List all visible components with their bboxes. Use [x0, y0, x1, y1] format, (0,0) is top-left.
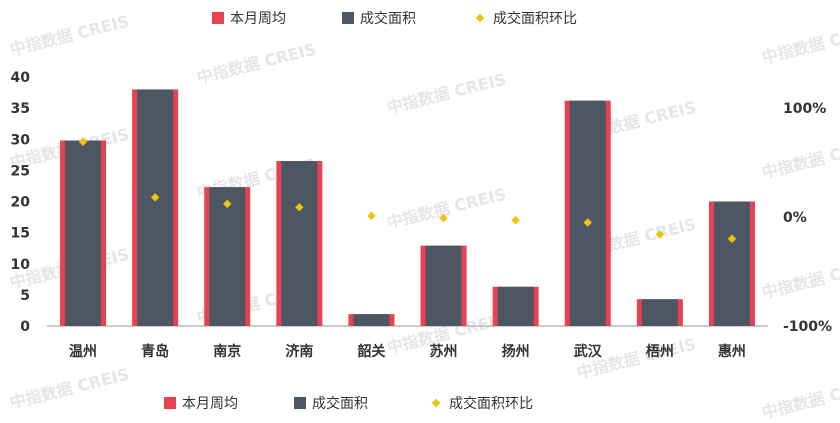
legend-label: 成交面积环比 [449, 396, 533, 412]
x-tick-label: 温州 [69, 344, 97, 360]
x-tick-label: 武汉 [574, 343, 603, 360]
y-right-tick-label: -100% [783, 319, 832, 335]
y-right-tick-label: 0% [783, 210, 807, 226]
legend-bottom: 本月周均 成交面积 成交面积环比 [164, 393, 589, 413]
legend-label: 本月周均 [182, 396, 238, 412]
legend-swatch-avg [164, 397, 176, 409]
legend-item: 成交面积 [294, 393, 368, 413]
x-tick-label: 青岛 [141, 343, 169, 360]
y-left-tick-label: 15 [11, 226, 30, 242]
bar-deal [713, 201, 750, 326]
x-tick-label: 南京 [213, 343, 241, 360]
legend-item: 本月周均 [164, 393, 238, 413]
y-left-tick-label: 25 [11, 163, 30, 179]
bar-deal [281, 161, 318, 326]
ratio-point [223, 199, 232, 209]
y-left-tick-label: 30 [11, 132, 31, 148]
ratio-point [439, 213, 448, 223]
ratio-point [78, 137, 88, 147]
ratio-point [367, 211, 376, 221]
y-left-tick-label: 20 [11, 195, 31, 211]
legend-swatch-avg [212, 12, 224, 24]
bar-deal [353, 314, 390, 326]
x-tick-label: 扬州 [502, 343, 530, 360]
y-left-tick-label: 0 [20, 319, 30, 335]
bar-deal [641, 299, 678, 326]
y-right-tick-label: 100% [783, 101, 826, 117]
x-tick-label: 惠州 [718, 343, 746, 360]
legend-item: 本月周均 [212, 8, 286, 28]
bar-deal [497, 286, 534, 326]
bar-deal [65, 140, 102, 326]
ratio-point [295, 202, 304, 212]
bar-deal [209, 187, 246, 326]
legend-swatch-deal [294, 397, 306, 409]
ratio-point [511, 216, 520, 225]
x-tick-label: 韶关 [357, 343, 385, 360]
bar-deal [425, 245, 462, 326]
y-left-tick-label: 5 [20, 288, 30, 304]
x-tick-label: 济南 [285, 343, 313, 360]
legend-label: 本月周均 [230, 11, 286, 27]
y-left-tick-label: 10 [11, 257, 31, 273]
bar-deal [137, 89, 174, 326]
bar-deal [569, 100, 606, 326]
legend-marker-ratio [431, 398, 441, 408]
legend-swatch-deal [342, 12, 354, 24]
ratio-point [655, 230, 665, 239]
y-left-tick-label: 35 [11, 101, 30, 117]
legend-item: 成交面积环比 [428, 393, 533, 413]
x-tick-label: 苏州 [430, 343, 458, 360]
legend-label: 成交面积 [312, 396, 368, 412]
x-tick-label: 梧州 [646, 343, 674, 360]
y-left-tick-label: 40 [11, 70, 31, 86]
legend-item: 成交面积 [342, 8, 416, 28]
ratio-point [150, 193, 160, 202]
legend-label: 成交面积 [360, 11, 416, 27]
legend-top: 本月周均 成交面积 成交面积环比 [212, 8, 633, 28]
legend-item: 成交面积环比 [472, 8, 577, 28]
legend-label: 成交面积环比 [493, 11, 577, 27]
